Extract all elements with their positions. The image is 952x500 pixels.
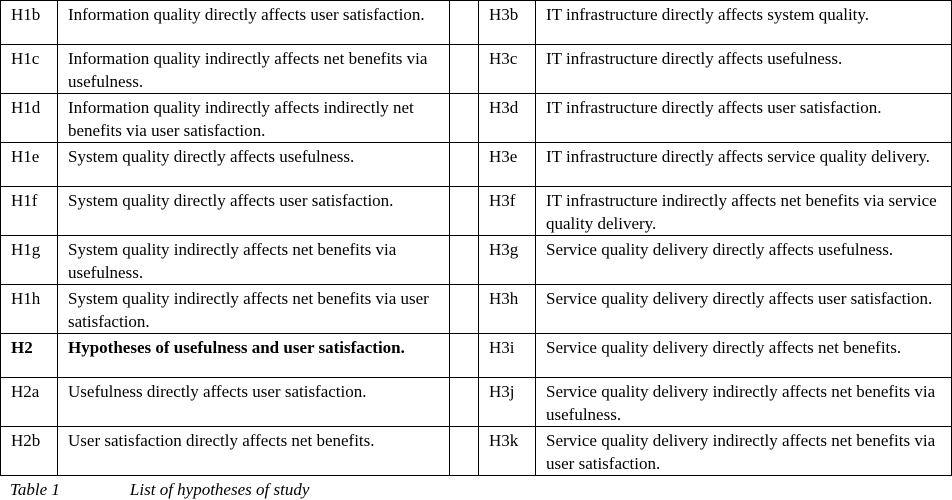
hypothesis-text: Hypotheses of usefulness and user satisf… [57,333,450,378]
table-row: H1c Information quality indirectly affect… [0,44,952,94]
hypothesis-id: H2 [0,333,58,378]
hypothesis-id: H1b [0,0,58,45]
table-row: H1d Information quality indirectly affect… [0,93,952,143]
table-row: H2 Hypotheses of usefulness and user sati… [0,333,952,378]
hypothesis-text: IT infrastructure directly affects syste… [535,0,952,45]
hypothesis-id: H1h [0,284,58,334]
spacer-cell [449,426,479,476]
hypothesis-text: System quality indirectly affects net be… [57,235,450,285]
spacer-cell [449,142,479,187]
hypothesis-text: Service quality delivery indirectly affe… [535,426,952,476]
spacer-cell [449,0,479,45]
table-row: H1b Information quality directly affects … [0,0,952,45]
hypothesis-text: IT infrastructure directly affects user … [535,93,952,143]
caption-label: Table 1 [10,480,60,499]
hypothesis-id: H2a [0,377,58,427]
hypothesis-id: H1d [0,93,58,143]
hypothesis-text: Information quality directly affects use… [57,0,450,45]
spacer-cell [449,333,479,378]
table-row: H2a Usefulness directly affects user sati… [0,377,952,427]
spacer-cell [449,186,479,236]
hypothesis-text: Service quality delivery directly affect… [535,235,952,285]
spacer-cell [449,377,479,427]
hypothesis-text: Information quality indirectly affects i… [57,93,450,143]
hypothesis-id: H1c [0,44,58,94]
hypothesis-id: H3h [478,284,536,334]
table-caption: Table 1 List of hypotheses of study [10,480,309,500]
table-row: H1h System quality indirectly affects net… [0,284,952,334]
hypothesis-text: Information quality indirectly affects n… [57,44,450,94]
hypothesis-id: H3f [478,186,536,236]
table-row: H1g System quality indirectly affects net… [0,235,952,285]
hypothesis-text: Usefulness directly affects user satisfa… [57,377,450,427]
hypothesis-id: H3g [478,235,536,285]
table-row: H2b User satisfaction directly affects ne… [0,426,952,476]
hypotheses-table: H1b Information quality directly affects … [0,0,952,476]
spacer-cell [449,93,479,143]
hypothesis-id: H3i [478,333,536,378]
hypothesis-id: H3e [478,142,536,187]
hypothesis-id: H3d [478,93,536,143]
hypothesis-text: System quality directly affects usefulne… [57,142,450,187]
hypothesis-id: H3k [478,426,536,476]
table-row: H1f System quality directly affects user … [0,186,952,236]
caption-title: List of hypotheses of study [129,480,310,499]
spacer-cell [449,284,479,334]
hypothesis-text: IT infrastructure indirectly affects net… [535,186,952,236]
hypothesis-text: IT infrastructure directly affects servi… [535,142,952,187]
hypothesis-text: System quality indirectly affects net be… [57,284,450,334]
spacer-cell [449,235,479,285]
hypothesis-id: H1g [0,235,58,285]
hypothesis-text: Service quality delivery directly affect… [535,333,952,378]
hypothesis-id: H2b [0,426,58,476]
hypothesis-text: Service quality delivery indirectly affe… [535,377,952,427]
hypothesis-text: System quality directly affects user sat… [57,186,450,236]
hypothesis-text: IT infrastructure directly affects usefu… [535,44,952,94]
table-row: H1e System quality directly affects usefu… [0,142,952,187]
hypothesis-id: H1f [0,186,58,236]
spacer-cell [449,44,479,94]
hypothesis-text: Service quality delivery directly affect… [535,284,952,334]
table-body: H1b Information quality directly affects … [0,0,952,476]
hypothesis-text: User satisfaction directly affects net b… [57,426,450,476]
hypothesis-id: H3j [478,377,536,427]
hypothesis-id: H3c [478,44,536,94]
hypothesis-id: H1e [0,142,58,187]
hypothesis-id: H3b [478,0,536,45]
